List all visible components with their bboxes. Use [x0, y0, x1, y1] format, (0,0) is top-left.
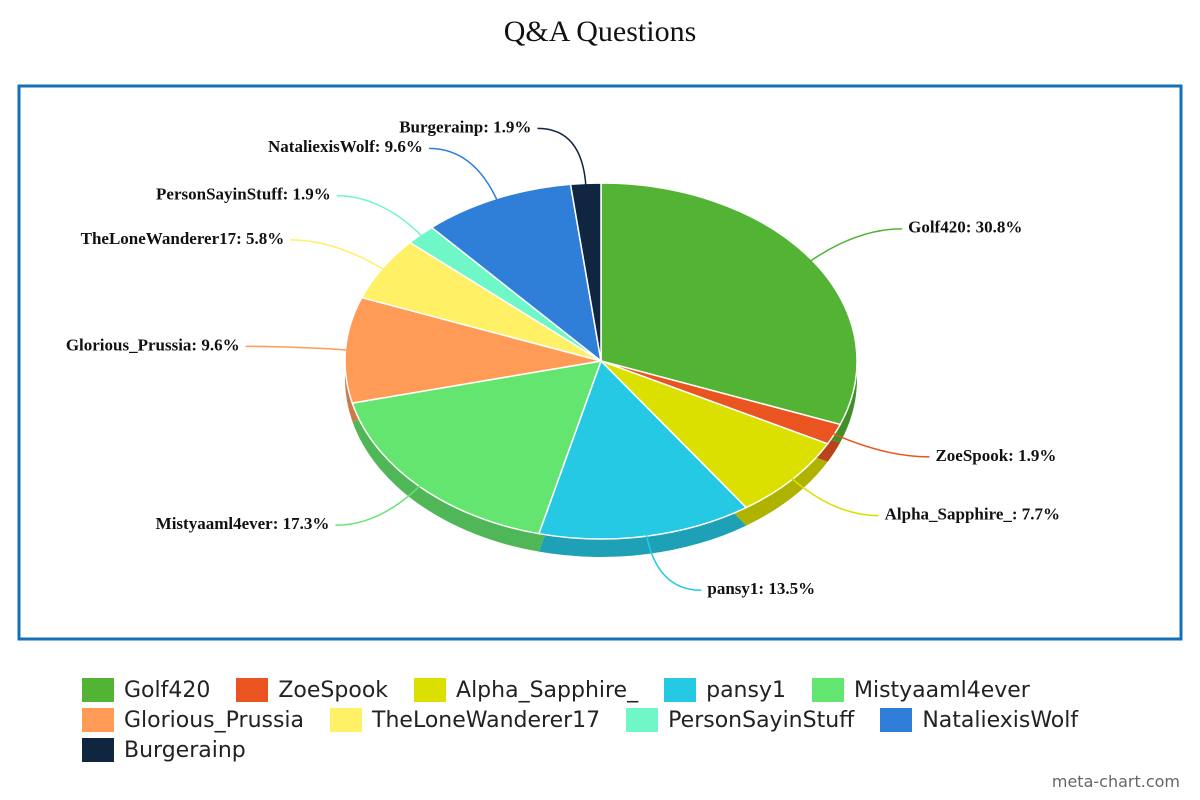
legend-swatch: [626, 708, 659, 732]
legend-label: TheLoneWanderer17: [372, 707, 601, 733]
data-label: Alpha_Sapphire_: 7.7%: [885, 505, 1060, 524]
leader-line: [290, 239, 387, 272]
data-label: NataliexisWolf: 9.6%: [268, 137, 423, 156]
data-label: TheLoneWanderer17: 5.8%: [81, 229, 285, 248]
leader-line: [808, 228, 903, 263]
legend-label: NataliexisWolf: [922, 707, 1079, 733]
data-label: ZoeSpook: 1.9%: [935, 446, 1056, 465]
legend-swatch: [664, 678, 697, 702]
leader-line: [789, 475, 879, 517]
legend-swatch: [414, 678, 447, 702]
legend-item[interactable]: NataliexisWolf: [880, 706, 1078, 734]
data-label: pansy1: 13.5%: [707, 579, 815, 598]
legend-item[interactable]: Alpha_Sapphire_: [414, 676, 638, 704]
legend-label: Glorious_Prussia: [124, 707, 305, 733]
legend-item[interactable]: Glorious_Prussia: [82, 706, 304, 734]
legend-label: Burgerainp: [124, 737, 246, 763]
data-label: Golf420: 30.8%: [908, 218, 1022, 237]
legend-label: pansy1: [706, 677, 786, 703]
legend-label: Alpha_Sapphire_: [456, 677, 639, 703]
data-label: Mistyaaml4ever: 17.3%: [156, 514, 330, 533]
legend-swatch: [880, 708, 913, 732]
leader-line: [830, 431, 930, 458]
legend-swatch: [82, 738, 114, 762]
legend-swatch: [330, 708, 363, 732]
legend-label: PersonSayinStuff: [668, 707, 855, 733]
legend-item[interactable]: TheLoneWanderer17: [330, 706, 600, 734]
data-label: Glorious_Prussia: 9.6%: [66, 335, 240, 354]
leader-line: [537, 127, 587, 188]
leader-line: [428, 147, 499, 203]
chart: Q&A Questions Golf420: 30.8% ZoeSpook: 1.…: [17, 15, 1183, 641]
legend-swatch: [82, 678, 114, 702]
data-label: PersonSayinStuff: 1.9%: [156, 185, 331, 204]
legend-item[interactable]: PersonSayinStuff: [626, 706, 854, 734]
legend-swatch: [82, 708, 114, 732]
source-credit: meta-chart.com: [1051, 772, 1180, 791]
legend-swatch: [236, 678, 269, 702]
leader-line: [335, 483, 423, 526]
leader-line: [245, 345, 350, 351]
legend-item[interactable]: pansy1: [664, 676, 786, 704]
legend-label: Mistyaaml4ever: [853, 677, 1030, 703]
leader-line: [336, 194, 424, 239]
legend-label: Golf420: [124, 677, 211, 703]
legend-item[interactable]: Burgerainp: [82, 736, 246, 764]
legend-item[interactable]: Golf420: [82, 676, 210, 704]
legend: Golf420 ZoeSpook Alpha_Sapphire_ pansy1 Mist…: [82, 676, 1172, 764]
data-label: Burgerainp: 1.9%: [399, 117, 531, 136]
legend-swatch: [811, 678, 844, 702]
plot-frame: [17, 84, 1183, 641]
leader-line: [645, 532, 702, 592]
chart-title: Q&A Questions: [504, 15, 697, 48]
legend-item[interactable]: ZoeSpook: [236, 676, 388, 704]
legend-item[interactable]: Mistyaaml4ever: [811, 676, 1030, 704]
legend-label: ZoeSpook: [278, 677, 389, 703]
